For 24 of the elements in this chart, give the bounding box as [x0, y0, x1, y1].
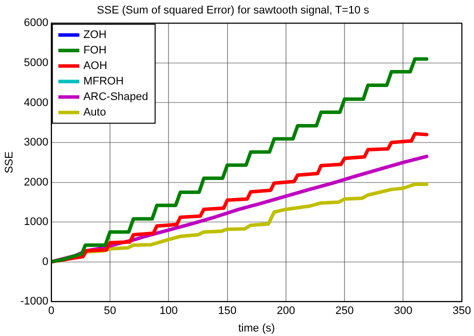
y-tick-label: 4000: [24, 96, 48, 109]
chart-title: SSE (Sum of squared Error) for sawtooth signal, T=10 s: [96, 4, 370, 17]
x-tick-label: 150: [218, 305, 236, 318]
y-tick-label: 0: [42, 256, 48, 268]
x-tick-label: 300: [394, 305, 412, 318]
y-tick-label: 6000: [24, 17, 48, 30]
legend-label: Auto: [83, 106, 106, 118]
x-tick-label: 200: [276, 305, 296, 318]
x-tick-label: 250: [335, 305, 354, 318]
y-tick-label: 2000: [24, 176, 48, 188]
y-tick-label: 3000: [24, 136, 48, 149]
x-tick-label: 350: [452, 305, 472, 318]
legend-label: FOH: [83, 44, 107, 56]
x-axis-title: time (s): [238, 322, 275, 334]
legend-label: MFROH: [83, 75, 124, 88]
y-tick-label: 5000: [24, 57, 48, 70]
legend-label: ARC-Shaped: [83, 90, 148, 103]
y-tick-label: 1000: [24, 216, 48, 228]
legend-label: AOH: [83, 60, 108, 72]
x-tick-label: 50: [104, 305, 116, 318]
y-tick-label: -1000: [20, 296, 48, 308]
x-tick-label: 100: [159, 305, 178, 318]
y-axis-title: SSE: [4, 151, 16, 174]
legend-label: ZOH: [83, 28, 107, 41]
